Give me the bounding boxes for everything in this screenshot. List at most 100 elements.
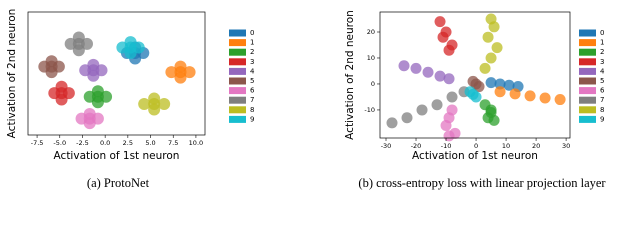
x-tick-label: -10 — [441, 142, 452, 150]
point — [55, 80, 68, 93]
y-axis-label: Activation of 2nd neuron — [344, 10, 356, 140]
point — [440, 120, 452, 132]
point — [443, 73, 455, 85]
point — [494, 86, 506, 98]
legend-swatch — [229, 106, 246, 114]
legend-swatch — [579, 115, 596, 123]
plot-frame — [27, 11, 206, 136]
point — [491, 42, 503, 54]
legend-swatch — [579, 39, 596, 47]
legend-label: 1 — [250, 39, 254, 47]
legend-label: 7 — [250, 96, 254, 104]
legend-swatch — [229, 39, 246, 47]
legend-label: 8 — [250, 106, 254, 114]
x-tick-label: 0.0 — [100, 139, 110, 147]
point — [45, 55, 58, 68]
point — [524, 90, 536, 102]
point — [174, 71, 187, 84]
legend-label: 1 — [600, 39, 604, 47]
point — [91, 96, 104, 109]
legend-swatch — [229, 96, 246, 104]
point — [485, 52, 497, 64]
point — [158, 98, 171, 111]
point — [539, 92, 551, 104]
point — [485, 13, 497, 25]
point — [124, 36, 137, 49]
point — [91, 85, 104, 98]
point — [87, 58, 100, 71]
point — [55, 93, 68, 106]
point — [83, 117, 96, 130]
x-tick-label: 7.5 — [168, 139, 178, 147]
point — [434, 70, 446, 82]
point — [401, 112, 413, 124]
point — [485, 77, 497, 89]
y-tick-label: 10 — [367, 54, 375, 62]
point — [165, 66, 178, 79]
point — [386, 117, 398, 129]
x-tick-label: -2.5 — [76, 139, 89, 147]
point — [183, 66, 196, 79]
legend-label: 4 — [250, 67, 255, 75]
point — [87, 69, 100, 82]
point — [422, 66, 434, 78]
point — [431, 99, 443, 111]
point — [45, 66, 58, 79]
legend-swatch — [579, 106, 596, 114]
legend-swatch — [229, 115, 246, 123]
point — [410, 62, 422, 74]
x-tick-label: 2.5 — [123, 139, 133, 147]
point — [479, 62, 491, 74]
legend-swatch — [229, 29, 246, 37]
legend-label: 0 — [600, 29, 604, 37]
point — [494, 78, 506, 90]
y-tick-label: -10 — [364, 106, 375, 114]
point — [437, 31, 449, 43]
legend-swatch — [579, 96, 596, 104]
x-tick-label: 30 — [562, 142, 570, 150]
point — [503, 79, 515, 91]
point — [138, 98, 151, 111]
legend-swatch — [579, 58, 596, 66]
legend-swatch — [229, 87, 246, 95]
legend-label: 7 — [600, 96, 604, 104]
x-axis-label: Activation of 1st neuron — [54, 150, 180, 162]
legend-label: 9 — [600, 115, 604, 123]
point — [148, 103, 161, 116]
point — [473, 81, 485, 93]
caption: (b) cross-entropy loss with linear proje… — [358, 176, 606, 190]
point — [434, 16, 446, 28]
legend-label: 0 — [250, 29, 254, 37]
legend-label: 9 — [250, 115, 254, 123]
y-axis-label: Activation of 2nd neuron — [6, 9, 18, 139]
point — [124, 47, 137, 59]
point — [509, 88, 521, 100]
point — [443, 44, 455, 56]
legend-label: 3 — [250, 58, 254, 66]
x-tick-label: 0 — [474, 142, 478, 150]
point — [443, 130, 455, 142]
point — [174, 60, 187, 73]
point — [470, 91, 482, 103]
x-tick-label: 5.0 — [145, 139, 155, 147]
x-tick-label: -7.5 — [31, 139, 44, 147]
legend-swatch — [579, 29, 596, 37]
legend-swatch — [579, 77, 596, 85]
figure: -7.5 -5.0 -2.5 0.0 2.5 5.0 7.5 10.0 Activation o… — [6, 9, 606, 190]
x-tick-label: -30 — [381, 142, 392, 150]
y-tick-label: 0 — [371, 80, 375, 88]
point — [81, 37, 93, 50]
plot-frame — [379, 11, 571, 139]
x-tick-label: -5.0 — [53, 139, 66, 147]
point — [72, 31, 85, 44]
point — [554, 94, 566, 106]
legend-swatch — [229, 48, 246, 56]
point — [446, 91, 458, 103]
legend-label: 2 — [250, 48, 254, 56]
legend-label: 6 — [250, 87, 255, 95]
point — [83, 108, 96, 121]
legend-label: 3 — [600, 58, 604, 66]
point — [485, 107, 497, 119]
x-tick-label: 10 — [502, 142, 510, 150]
point — [72, 44, 85, 57]
